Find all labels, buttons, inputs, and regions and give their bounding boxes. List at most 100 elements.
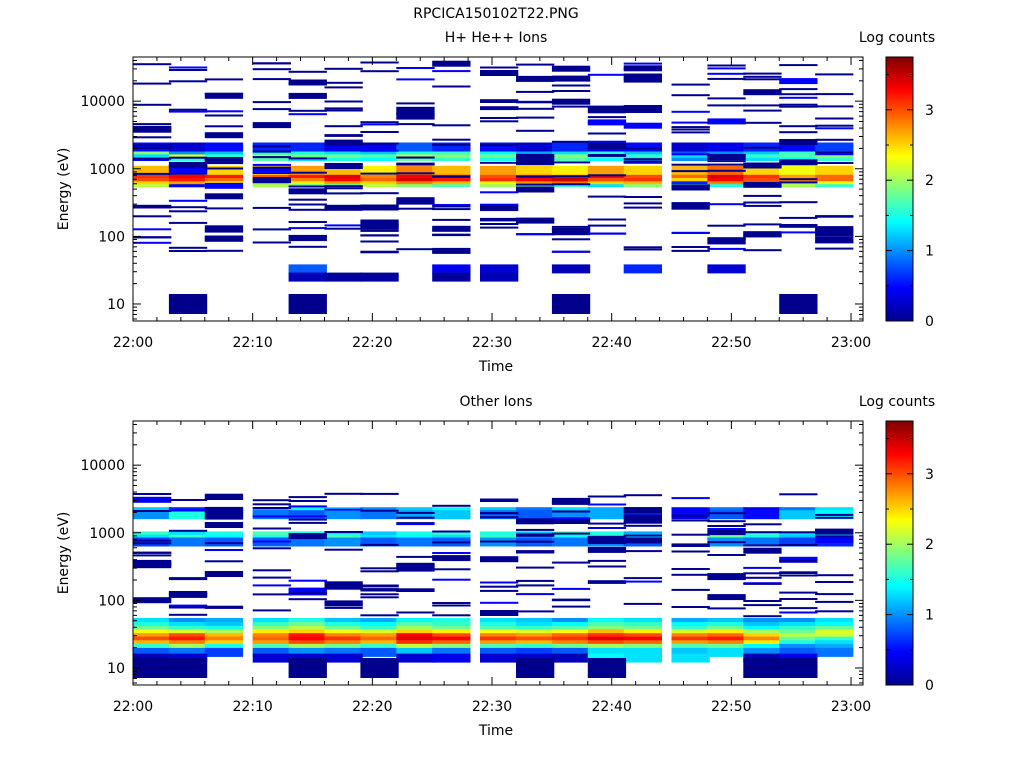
heatmap-cell — [204, 537, 244, 547]
sparse-bin — [396, 112, 435, 119]
sparse-bin — [587, 143, 627, 150]
sparse-bin — [815, 516, 854, 519]
sparse-bin — [743, 249, 782, 252]
sparse-bin — [360, 589, 399, 592]
y-tick-label: 100 — [98, 593, 125, 609]
y-tick-label: 10000 — [80, 94, 125, 110]
sparse-bin — [587, 195, 627, 198]
sparse-bin — [204, 158, 244, 165]
colorbar-tick-label: 1 — [925, 608, 934, 624]
sparse-bin — [671, 545, 710, 547]
sparse-bin — [288, 188, 327, 195]
sparse-bin — [707, 163, 746, 166]
sparse-bin — [252, 228, 291, 231]
sparse-bin — [815, 151, 854, 154]
sparse-bin — [204, 78, 244, 81]
sparse-bin — [288, 208, 327, 211]
sparse-bin — [671, 203, 710, 210]
sparse-bin — [360, 121, 399, 124]
heatmap-cell — [133, 647, 172, 657]
sparse-bin — [324, 531, 363, 533]
heatmap-cell — [288, 658, 327, 678]
heatmap-cell — [779, 658, 818, 678]
sparse-bin — [252, 122, 291, 129]
heatmap-cell — [623, 647, 662, 657]
heatmap-cell — [324, 142, 363, 152]
sparse-bin — [360, 172, 399, 175]
sparse-bin — [480, 589, 519, 592]
sparse-bin — [743, 615, 782, 618]
y-tick-label: 1000 — [89, 526, 125, 542]
x-tick-label: 22:30 — [472, 699, 512, 715]
sparse-bin — [204, 207, 244, 210]
sparse-bin — [288, 521, 327, 524]
sparse-bin — [587, 174, 627, 177]
heatmap-cell — [587, 165, 627, 175]
x-tick-label: 22:30 — [472, 335, 512, 351]
sparse-bin — [480, 223, 519, 225]
heatmap-cell — [551, 294, 591, 314]
sparse-bin — [815, 535, 854, 538]
sparse-bin — [707, 247, 746, 250]
heatmap-cell — [396, 510, 435, 520]
sparse-bin — [396, 67, 435, 69]
sparse-bin — [743, 566, 782, 569]
sparse-bin — [252, 584, 291, 587]
sparse-bin — [671, 573, 710, 576]
sparse-bin — [480, 144, 519, 147]
sparse-bin — [671, 246, 710, 248]
sparse-bin — [168, 250, 208, 252]
sparse-bin — [551, 238, 591, 241]
heatmap-cell — [168, 142, 208, 152]
sparse-bin — [168, 604, 208, 607]
sparse-bin — [587, 119, 627, 126]
sparse-bin — [551, 161, 591, 164]
heatmap-cell — [288, 272, 327, 282]
sparse-bin — [252, 62, 291, 65]
heatmap-cell — [204, 647, 244, 657]
sparse-bin — [204, 571, 244, 577]
colorbar: 0 1 2 3 — [885, 420, 934, 694]
sparse-bin — [707, 525, 746, 527]
sparse-bin — [743, 89, 782, 96]
sparse-bin — [396, 611, 435, 614]
sparse-bin — [324, 606, 363, 609]
sparse-bin — [360, 61, 399, 64]
sparse-bin — [671, 533, 710, 536]
sparse-bin — [204, 230, 244, 233]
sparse-bin — [168, 210, 208, 213]
sparse-bin — [779, 571, 818, 574]
sparse-bin — [204, 92, 244, 99]
sparse-bin — [671, 249, 710, 252]
sparse-bin — [480, 99, 519, 102]
sparse-bin — [516, 518, 555, 525]
x-tick-label: 22:10 — [232, 699, 272, 715]
heatmap-cell — [551, 647, 591, 657]
sparse-bin — [707, 203, 746, 206]
heatmap-cell — [480, 510, 519, 520]
sparse-bin — [623, 147, 662, 150]
heatmap-cell — [396, 537, 435, 547]
sparse-bin — [324, 187, 363, 190]
sparse-bin — [288, 157, 327, 160]
sparse-bin — [671, 231, 710, 234]
sparse-bin — [779, 598, 818, 600]
heatmap-cell — [133, 165, 172, 175]
sparse-bin — [204, 182, 244, 189]
x-tick-label: 22:20 — [352, 335, 392, 351]
sparse-bin — [204, 125, 244, 128]
sparse-bin — [743, 544, 782, 547]
heatmap-cell — [779, 294, 818, 314]
sparse-bin — [779, 139, 818, 145]
sparse-bin — [324, 142, 363, 145]
sparse-bin — [671, 606, 710, 608]
heatmap-cell — [551, 142, 591, 152]
sparse-bin — [516, 217, 555, 224]
y-tick-label: 10000 — [80, 458, 125, 474]
sparse-bin — [396, 78, 435, 81]
sparse-bin — [743, 201, 782, 204]
sparse-bin — [168, 221, 208, 224]
heatmap-cell — [432, 165, 471, 175]
sparse-bin — [551, 140, 591, 143]
sparse-bin — [288, 92, 327, 99]
